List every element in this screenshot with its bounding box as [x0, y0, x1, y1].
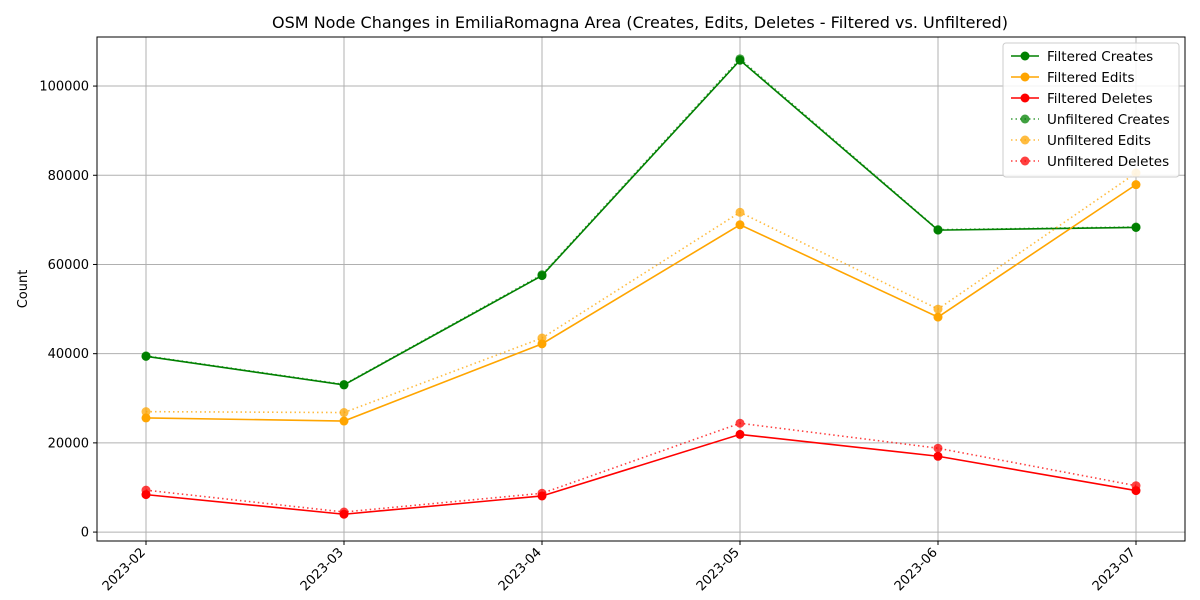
data-point: [141, 413, 151, 423]
legend-label: Filtered Creates: [1047, 49, 1153, 65]
data-point: [735, 418, 745, 428]
data-point: [735, 220, 745, 230]
legend: Filtered Creates Filtered Edits Filtered D…: [1002, 42, 1180, 178]
data-point: [537, 270, 547, 280]
series-line: [145, 183, 1137, 422]
data-point: [339, 379, 349, 389]
data-point: [339, 507, 349, 517]
series-line: [145, 433, 1137, 516]
series-line: [145, 57, 1137, 386]
legend-label: Filtered Edits: [1047, 70, 1134, 86]
legend-marker: [1020, 93, 1030, 103]
series-line: [145, 59, 1137, 386]
x-tick-label: 2023-02: [100, 545, 149, 594]
x-tick-label: 2023-03: [298, 545, 347, 594]
y-tick-label: 80000: [48, 169, 89, 184]
legend-marker: [1020, 135, 1030, 145]
x-tick-label: 2023-05: [694, 545, 743, 594]
series-line: [145, 422, 1137, 513]
axis-ticks: 0 20000 40000 60000 80000 100000 2023-02 2023-0…: [39, 80, 1138, 595]
legend-marker: [1020, 51, 1030, 61]
data-point: [933, 304, 943, 314]
plot-area-frame: [96, 36, 1186, 542]
data-point: [933, 312, 943, 322]
legend-label: Filtered Deletes: [1047, 91, 1153, 107]
legend-marker: [1020, 72, 1030, 82]
x-tick-label: 2023-04: [496, 545, 545, 594]
data-point: [735, 429, 745, 439]
data-point: [141, 407, 151, 417]
data-point: [735, 207, 745, 217]
series-lines: [141, 54, 1141, 519]
legend-marker: [1020, 114, 1030, 124]
data-point: [537, 488, 547, 498]
legend-marker: [1020, 156, 1030, 166]
data-point: [933, 225, 943, 235]
data-point: [735, 54, 745, 64]
legend-box: [1002, 42, 1180, 178]
data-point: [933, 443, 943, 453]
data-point: [141, 351, 151, 361]
data-point: [933, 451, 943, 461]
data-point: [537, 333, 547, 343]
data-point: [339, 416, 349, 426]
x-tick-label: 2023-06: [892, 545, 941, 594]
chart-title: OSM Node Changes in EmiliaRomagna Area (…: [272, 13, 1008, 32]
data-point: [339, 408, 349, 418]
y-tick-label: 20000: [48, 436, 89, 451]
data-point: [1131, 180, 1141, 190]
data-point: [141, 485, 151, 495]
x-tick-label: 2023-07: [1090, 545, 1139, 594]
legend-label: Unfiltered Creates: [1047, 112, 1170, 128]
series-line: [145, 172, 1137, 414]
y-tick-label: 40000: [48, 347, 89, 362]
y-tick-label: 0: [81, 526, 89, 541]
data-point: [1131, 481, 1141, 491]
data-point: [1131, 222, 1141, 232]
legend-label: Unfiltered Edits: [1047, 133, 1151, 149]
y-tick-label: 60000: [48, 258, 89, 273]
y-tick-label: 100000: [39, 80, 89, 95]
legend-label: Unfiltered Deletes: [1047, 154, 1169, 170]
y-axis-label: Count: [16, 270, 31, 309]
